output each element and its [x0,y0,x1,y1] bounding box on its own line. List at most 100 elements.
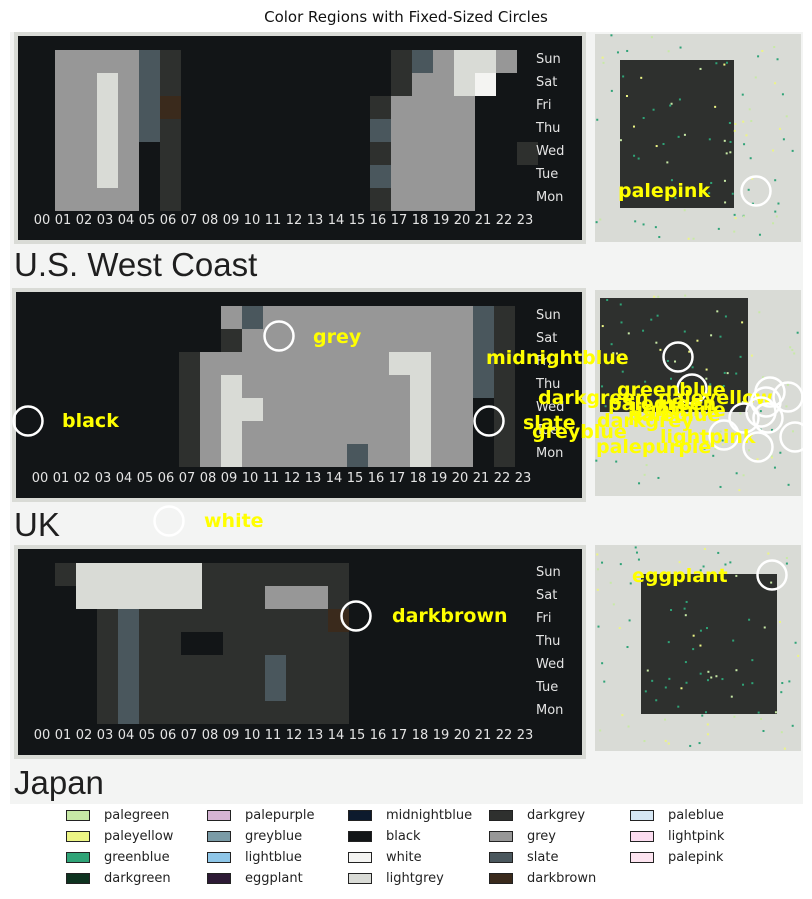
hour-tick-label: 02 [76,213,93,228]
map-dot [742,120,745,123]
hour-tick-label: 11 [265,728,282,743]
map-dot [684,661,687,664]
map-dot [637,157,640,160]
map-dot [687,237,690,240]
hour-tick-label: 09 [223,213,240,228]
annotation-circle [742,431,774,463]
legend-label: lightgrey [386,870,444,886]
legend-swatch [630,851,654,863]
map-dot [699,67,702,70]
heatmap-cell [454,50,475,96]
hour-tick-label: 19 [433,728,450,743]
map-dot [778,620,781,623]
day-tick-label: Tue [535,423,558,438]
map-dot [742,474,745,477]
annotation-label: greenblue [617,379,726,401]
legend-label: lightpink [668,828,725,844]
map-dot [698,432,701,435]
map-dot [789,346,792,349]
map-dot [735,669,738,672]
map-dot [637,558,640,561]
hour-tick-label: 19 [431,471,448,486]
map-dot [735,372,738,375]
map-dot [596,588,599,591]
hour-tick-label: 21 [475,213,492,228]
annotation-label: lightblue [630,399,726,421]
day-tick-label: Tue [535,680,558,695]
map-dot [754,76,757,79]
map-dot [685,681,688,684]
hour-tick-label: 19 [433,213,450,228]
map-dot [779,451,782,454]
map-dot [745,134,748,137]
map-dot [677,135,680,138]
map-dot [688,350,691,353]
legend-item: palegreen [66,805,169,825]
map-dot [705,377,708,380]
legend-label: paleyellow [104,828,174,844]
map-dot [683,330,686,333]
map-dot [662,418,665,421]
heatmap-cell [473,306,494,398]
map-dot [689,744,692,747]
map-dot [670,102,673,105]
map-dot [612,603,615,606]
hour-tick-label: 23 [517,213,534,228]
day-tick-label: Mon [536,446,563,461]
map-dot [643,425,646,428]
map-dot [610,34,613,37]
map-dot [724,315,727,318]
map-dot [650,36,653,39]
hour-tick-label: 16 [370,728,387,743]
map-dot [774,210,777,213]
map-dot [716,406,719,409]
legend-label: midnightblue [386,807,473,823]
map-dot [724,563,727,566]
legend-item: lightpink [630,826,724,846]
map-dot [642,223,645,226]
map-dot [633,154,636,157]
map-dot [643,473,646,476]
legend-label: lightblue [245,849,302,865]
heatmap-cell [139,50,160,73]
hour-tick-label: 16 [370,213,387,228]
map-dot [729,140,732,143]
annotation-circle [662,341,694,373]
map-dot [615,352,618,355]
map-dot [652,108,655,111]
map-region [641,574,777,714]
heatmap-cell [265,655,286,701]
map-dot [733,129,736,132]
hour-tick-label: 20 [454,213,471,228]
hour-tick-label: 00 [34,728,51,743]
day-tick-label: Sat [536,588,557,603]
map-dot [756,458,759,461]
map-dot [762,729,765,732]
map-dot [760,717,763,720]
map-dot [615,460,618,463]
map-dot [606,299,609,302]
legend-label: palepurple [245,807,315,823]
map-dot [770,428,773,431]
map-dot [757,55,760,58]
map-dot [751,177,754,180]
map-dot [669,377,672,380]
legend-item: darkgrey [489,805,585,825]
hour-tick-label: 20 [454,728,471,743]
map-dot [759,410,762,413]
legend-swatch [348,809,372,821]
map-dot [692,634,695,637]
map-dot [596,568,599,571]
map-dot [703,547,706,550]
map-dot [719,335,722,338]
map-dot [640,76,643,79]
map-region [600,298,748,412]
map-dot [621,714,624,717]
annotation-circle [772,381,804,413]
legend-swatch [348,872,372,884]
map-dot [678,98,681,101]
map-dot [779,127,782,130]
map-dot [610,343,613,346]
map-dot [797,654,800,657]
map-dot [708,138,711,141]
